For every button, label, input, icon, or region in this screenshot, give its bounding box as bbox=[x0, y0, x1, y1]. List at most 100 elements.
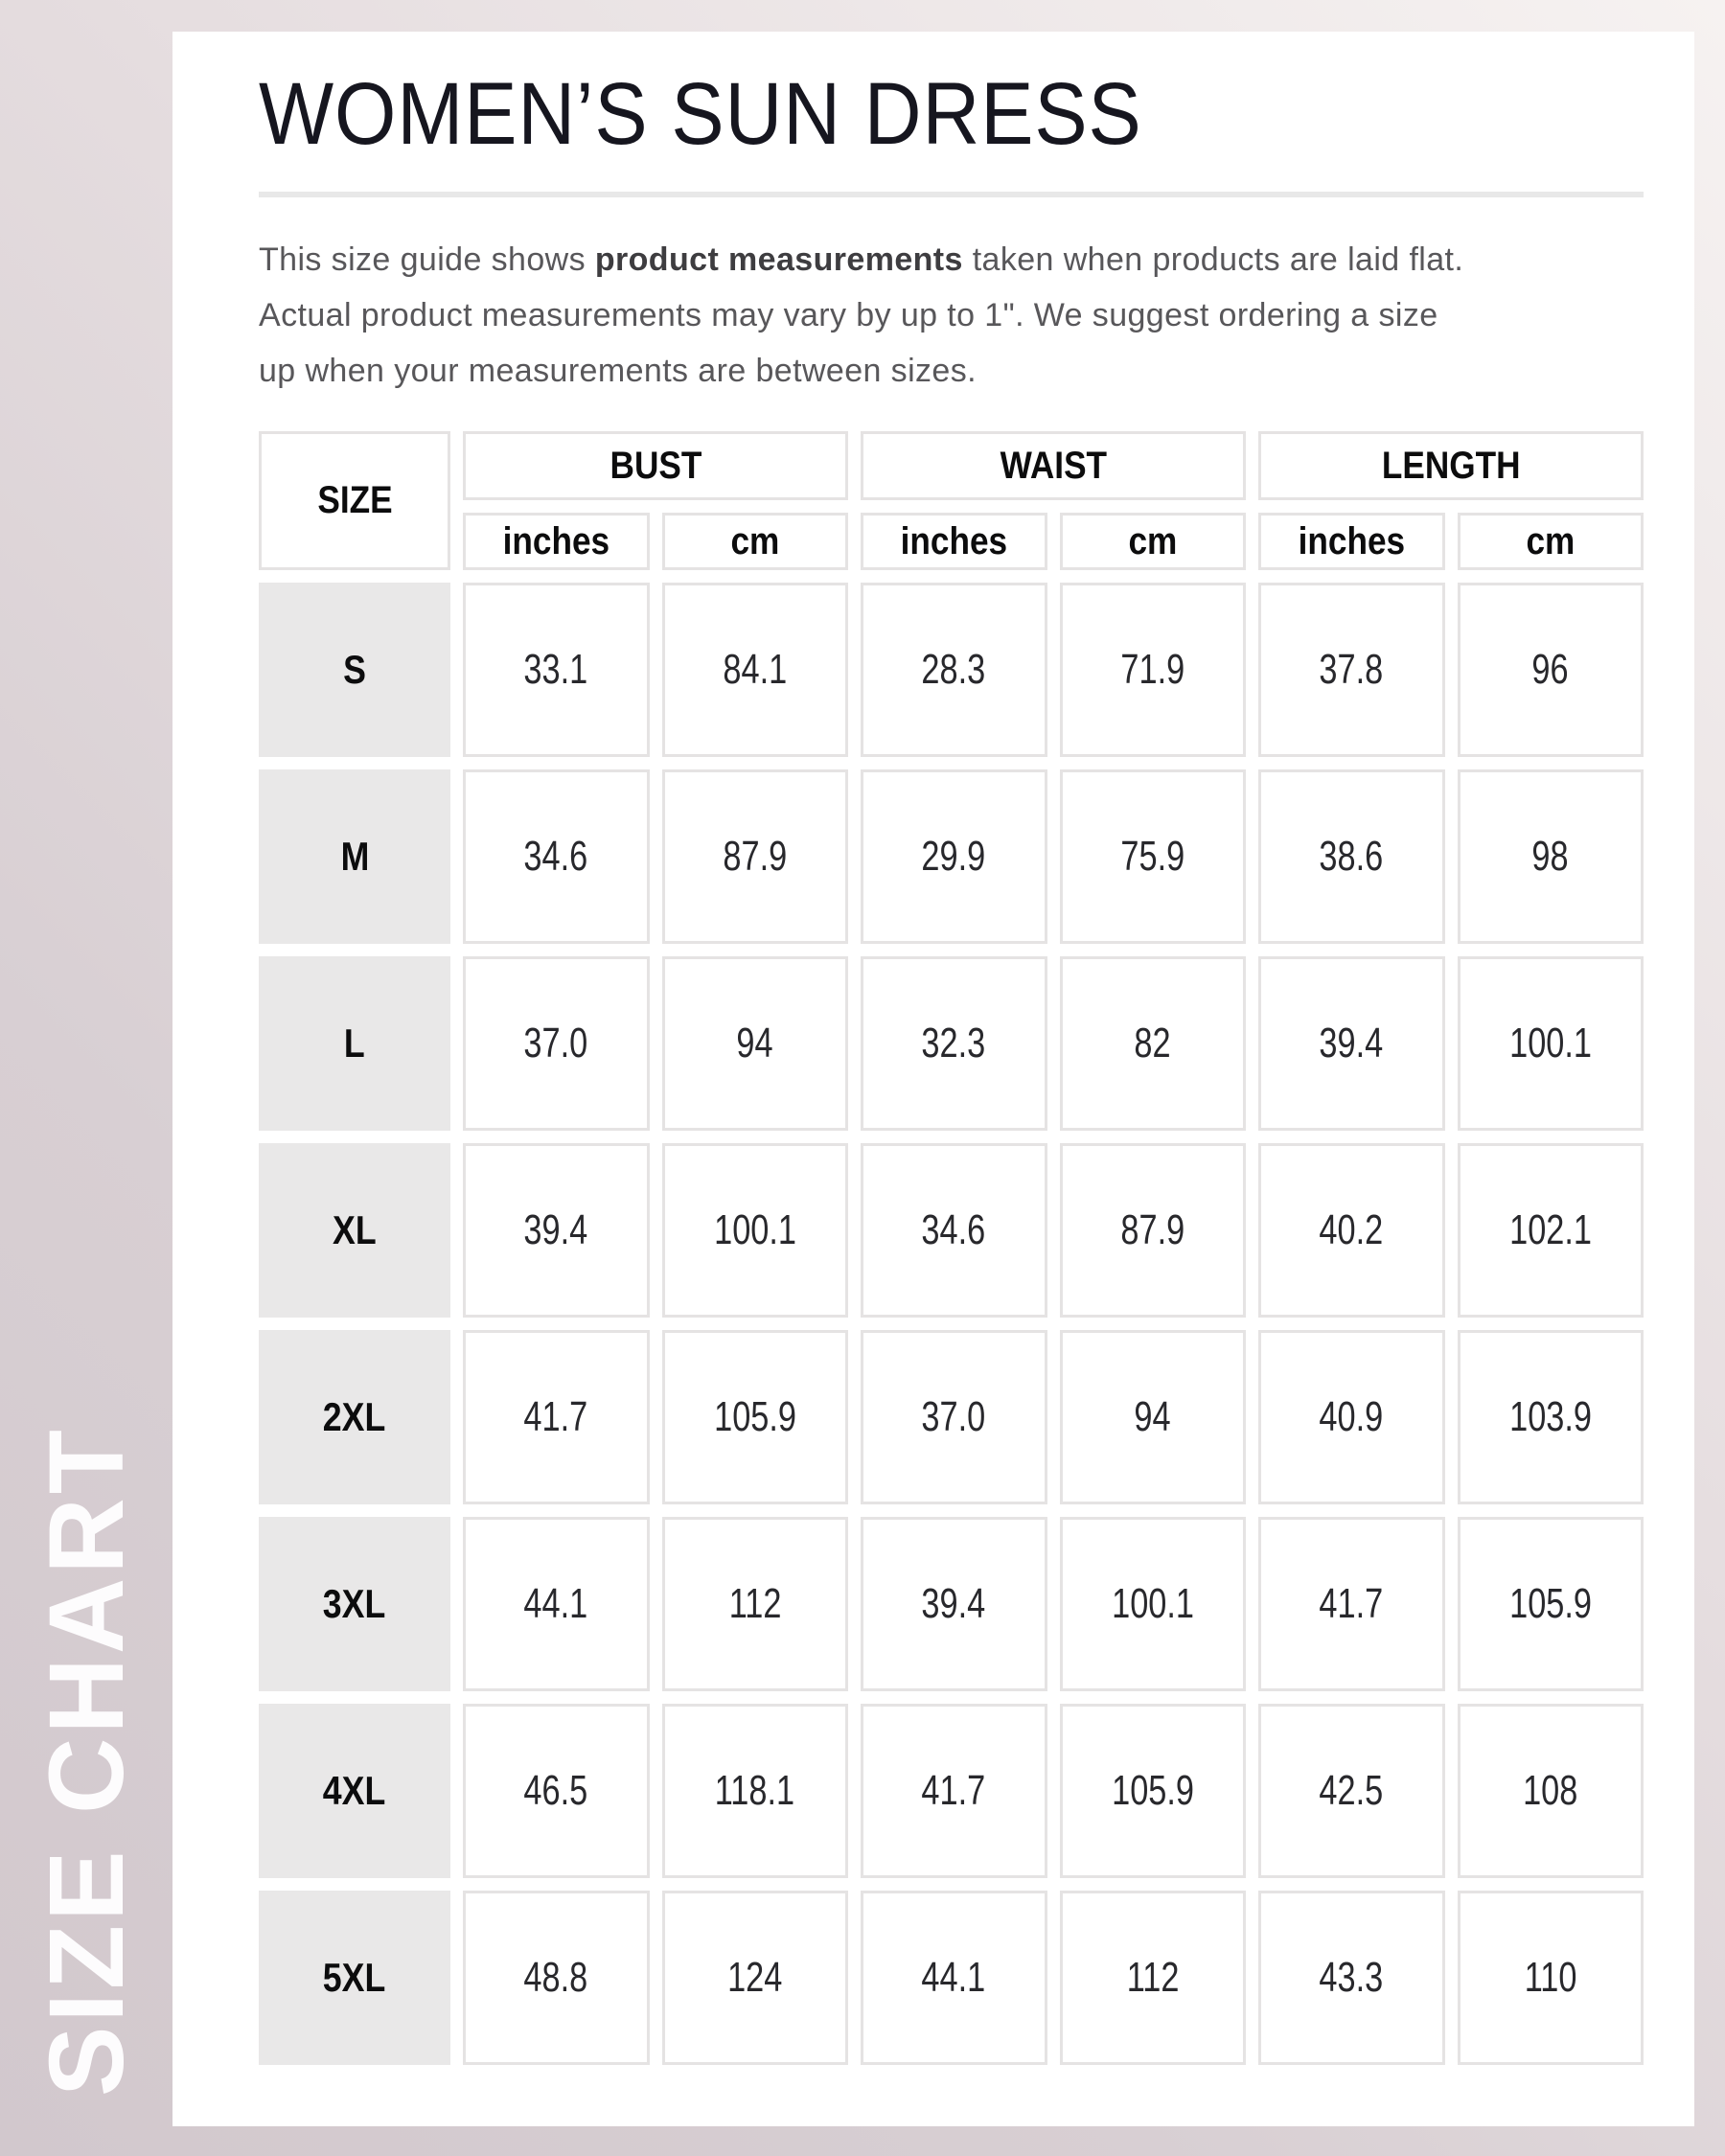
unit-header-waist-cm: cm bbox=[1059, 513, 1246, 571]
unit-header-label: inches bbox=[900, 519, 1008, 562]
group-header-bust: BUST bbox=[463, 431, 848, 501]
group-header-waist-label: WAIST bbox=[1000, 444, 1107, 487]
value-text: 94 bbox=[736, 1020, 773, 1067]
value-text: 96 bbox=[1531, 646, 1569, 694]
value-text: 37.8 bbox=[1319, 646, 1384, 694]
value-cell: 105.9 bbox=[661, 1330, 848, 1505]
value-cell: 39.4 bbox=[463, 1143, 650, 1319]
value-cell: 108 bbox=[1457, 1704, 1644, 1879]
value-text: 124 bbox=[727, 1954, 783, 2002]
intro-line-2: Actual product measurements may vary by … bbox=[259, 297, 1438, 334]
value-text: 108 bbox=[1523, 1767, 1578, 1815]
value-text: 37.0 bbox=[921, 1393, 986, 1441]
page-title: WOMEN’S SUN DRESS bbox=[259, 32, 1644, 163]
intro-line-1: This size guide shows product measuremen… bbox=[259, 232, 1644, 287]
value-text: 38.6 bbox=[1319, 833, 1384, 881]
value-cell: 40.9 bbox=[1258, 1330, 1445, 1505]
value-cell: 94 bbox=[1059, 1330, 1246, 1505]
value-cell: 94 bbox=[661, 956, 848, 1132]
value-cell: 71.9 bbox=[1059, 583, 1246, 758]
value-text: 75.9 bbox=[1120, 833, 1185, 881]
group-header-length: LENGTH bbox=[1258, 431, 1644, 501]
value-cell: 37.0 bbox=[463, 956, 650, 1132]
unit-header-waist-inches: inches bbox=[861, 513, 1047, 571]
value-text: 44.1 bbox=[921, 1954, 986, 2002]
value-cell: 100.1 bbox=[1059, 1517, 1246, 1692]
value-cell: 112 bbox=[661, 1517, 848, 1692]
value-cell: 46.5 bbox=[463, 1704, 650, 1879]
unit-header-label: cm bbox=[730, 519, 780, 562]
value-cell: 34.6 bbox=[463, 769, 650, 945]
value-cell: 42.5 bbox=[1258, 1704, 1445, 1879]
size-label: M bbox=[340, 834, 369, 880]
value-text: 98 bbox=[1531, 833, 1569, 881]
value-text: 82 bbox=[1134, 1020, 1171, 1067]
size-column-header-label: SIZE bbox=[316, 479, 393, 522]
value-cell: 110 bbox=[1457, 1891, 1644, 2066]
value-cell: 118.1 bbox=[661, 1704, 848, 1879]
intro-paragraph: This size guide shows product measuremen… bbox=[259, 232, 1644, 399]
unit-header-length-cm: cm bbox=[1457, 513, 1644, 571]
value-text: 110 bbox=[1524, 1954, 1577, 2002]
value-text: 41.7 bbox=[921, 1767, 986, 1815]
size-label-cell-2xl: 2XL bbox=[259, 1330, 450, 1505]
size-label: 4XL bbox=[323, 1768, 386, 1814]
value-text: 87.9 bbox=[723, 833, 788, 881]
value-cell: 96 bbox=[1457, 583, 1644, 758]
value-cell: 103.9 bbox=[1457, 1330, 1644, 1505]
value-cell: 48.8 bbox=[463, 1891, 650, 2066]
value-text: 48.8 bbox=[523, 1954, 588, 2002]
intro-line-3: up when your measurements are between si… bbox=[259, 353, 977, 390]
unit-header-label: cm bbox=[1526, 519, 1576, 562]
value-text: 103.9 bbox=[1508, 1393, 1592, 1441]
value-cell: 37.8 bbox=[1258, 583, 1445, 758]
value-cell: 41.7 bbox=[463, 1330, 650, 1505]
size-label-cell-4xl: 4XL bbox=[259, 1704, 450, 1879]
size-label: XL bbox=[333, 1207, 377, 1253]
value-cell: 32.3 bbox=[861, 956, 1047, 1132]
value-cell: 39.4 bbox=[1258, 956, 1445, 1132]
unit-header-label: inches bbox=[1298, 519, 1406, 562]
value-cell: 87.9 bbox=[1059, 1143, 1246, 1319]
value-text: 41.7 bbox=[1319, 1580, 1384, 1628]
size-label: 5XL bbox=[323, 1955, 386, 2001]
sidebar-vertical-title: SIZE CHART bbox=[28, 1426, 146, 2097]
size-label-cell-5xl: 5XL bbox=[259, 1891, 450, 2066]
size-label: 2XL bbox=[323, 1394, 386, 1440]
value-cell: 29.9 bbox=[861, 769, 1047, 945]
size-label: L bbox=[344, 1021, 365, 1067]
page-title-text: WOMEN’S SUN DRESS bbox=[259, 65, 1142, 163]
group-header-bust-label: BUST bbox=[610, 444, 702, 487]
group-header-waist: WAIST bbox=[861, 431, 1246, 501]
value-text: 105.9 bbox=[713, 1393, 796, 1441]
size-label: 3XL bbox=[323, 1581, 386, 1627]
value-cell: 28.3 bbox=[861, 583, 1047, 758]
value-cell: 87.9 bbox=[661, 769, 848, 945]
value-text: 28.3 bbox=[921, 646, 986, 694]
value-text: 100.1 bbox=[1111, 1580, 1194, 1628]
size-chart-card: WOMEN’S SUN DRESS This size guide shows … bbox=[172, 32, 1694, 2126]
value-cell: 44.1 bbox=[861, 1891, 1047, 2066]
intro-line1-after: taken when products are laid flat. bbox=[962, 241, 1464, 279]
value-text: 39.4 bbox=[523, 1206, 588, 1254]
value-text: 37.0 bbox=[523, 1020, 588, 1067]
value-cell: 41.7 bbox=[1258, 1517, 1445, 1692]
value-text: 42.5 bbox=[1319, 1767, 1384, 1815]
value-text: 43.3 bbox=[1319, 1954, 1384, 2002]
unit-header-bust-cm: cm bbox=[661, 513, 848, 571]
value-cell: 41.7 bbox=[861, 1704, 1047, 1879]
value-cell: 37.0 bbox=[861, 1330, 1047, 1505]
value-cell: 100.1 bbox=[1457, 956, 1644, 1132]
value-text: 33.1 bbox=[523, 646, 588, 694]
value-text: 34.6 bbox=[523, 833, 588, 881]
value-cell: 82 bbox=[1059, 956, 1246, 1132]
value-text: 71.9 bbox=[1120, 646, 1185, 694]
unit-header-label: inches bbox=[502, 519, 610, 562]
size-label-cell-xl: XL bbox=[259, 1143, 450, 1319]
value-text: 105.9 bbox=[1508, 1580, 1592, 1628]
value-cell: 44.1 bbox=[463, 1517, 650, 1692]
value-cell: 124 bbox=[661, 1891, 848, 2066]
group-header-length-label: LENGTH bbox=[1381, 444, 1521, 487]
value-cell: 75.9 bbox=[1059, 769, 1246, 945]
